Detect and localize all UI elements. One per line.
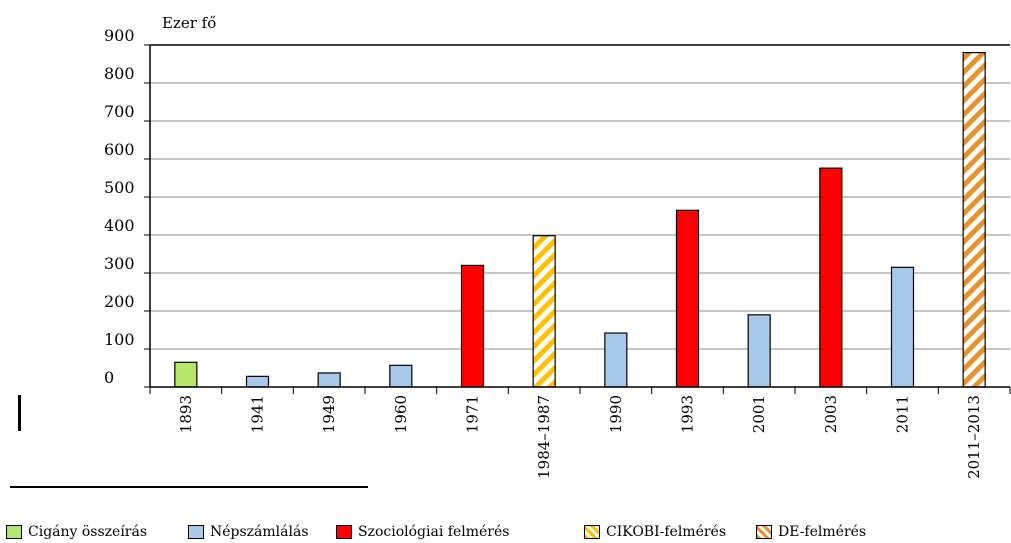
legend-swatch: [756, 525, 772, 539]
x-tick-label: 1893: [177, 395, 195, 433]
bar-1893: [174, 361, 198, 388]
legend-item-cikobi: CIKOBI-felmérés: [584, 522, 726, 542]
legend-label: CIKOBI-felmérés: [606, 524, 727, 540]
x-tick-label: 1960: [392, 395, 410, 433]
y-tick-label: 500: [104, 178, 135, 197]
legend-item-de: DE-felmérés: [756, 522, 866, 542]
legend-label: Cigány összeírás: [28, 524, 148, 540]
y-axis-unit-label: Ezer fő: [162, 14, 217, 32]
x-tick-label: 2011–2013: [965, 395, 983, 479]
y-tick-label: 200: [104, 292, 135, 311]
bar-1960: [389, 364, 413, 388]
x-tick-label: 2001: [750, 395, 768, 433]
bar-1984–1987: [532, 235, 556, 388]
legend: Cigány összeírás Népszámlálás Szociológiai…: [6, 522, 1006, 542]
legend-item-nepszamlalas: Népszámlálás: [188, 522, 309, 542]
vertical-divider: [18, 395, 21, 431]
y-tick-label: 300: [104, 254, 135, 273]
x-axis-ticks: 1893 1941 1949 1960 1971 1984–1987 1990 1993 200…: [149, 387, 1011, 479]
legend-label: DE-felmérés: [778, 524, 867, 540]
y-tick-label: 0: [104, 368, 114, 387]
x-tick-label: 1949: [320, 395, 338, 433]
bars: [174, 51, 986, 388]
legend-label: Népszámlálás: [210, 524, 309, 540]
bar-1990: [604, 332, 628, 388]
legend-swatch: [6, 525, 22, 539]
bar-1949: [317, 372, 341, 388]
x-tick-label: 2011: [894, 395, 912, 433]
gridlines: [150, 44, 1010, 350]
x-tick-label: 1993: [679, 395, 697, 433]
legend-item-cigany: Cigány összeírás: [6, 522, 147, 542]
legend-swatch: [188, 525, 204, 539]
y-axis-ticks: 0 100 200 300 400 500 600 700 800 900: [104, 26, 150, 388]
bar-2011: [890, 266, 915, 388]
horizontal-divider: [10, 486, 368, 488]
y-tick-label: 900: [104, 26, 135, 45]
x-tick-label: 1971: [464, 395, 482, 433]
bar-1993: [675, 209, 700, 388]
legend-swatch: [336, 525, 352, 539]
legend-swatch: [584, 525, 600, 539]
bar-1941: [245, 375, 270, 388]
x-tick-label: 2003: [822, 395, 840, 433]
y-tick-label: 100: [104, 330, 135, 349]
bar-2001: [747, 314, 771, 388]
bar-1971: [460, 264, 485, 388]
x-tick-label: 1990: [607, 395, 625, 433]
y-tick-label: 700: [104, 102, 135, 121]
bar-2011–2013: [962, 51, 986, 388]
legend-item-szociologiai: Szociológiai felmérés: [336, 522, 509, 542]
y-tick-label: 400: [104, 216, 135, 235]
bar-2003: [819, 167, 843, 388]
x-tick-label: 1941: [249, 395, 267, 433]
bar-chart: 0 100 200 300 400 500 600 700 800 900 1893 1941 194…: [104, 26, 1011, 479]
legend-label: Szociológiai felmérés: [358, 524, 510, 540]
y-tick-label: 600: [104, 140, 135, 159]
y-tick-label: 800: [104, 64, 135, 83]
x-tick-label: 1984–1987: [535, 395, 553, 479]
axes: [149, 44, 1010, 388]
